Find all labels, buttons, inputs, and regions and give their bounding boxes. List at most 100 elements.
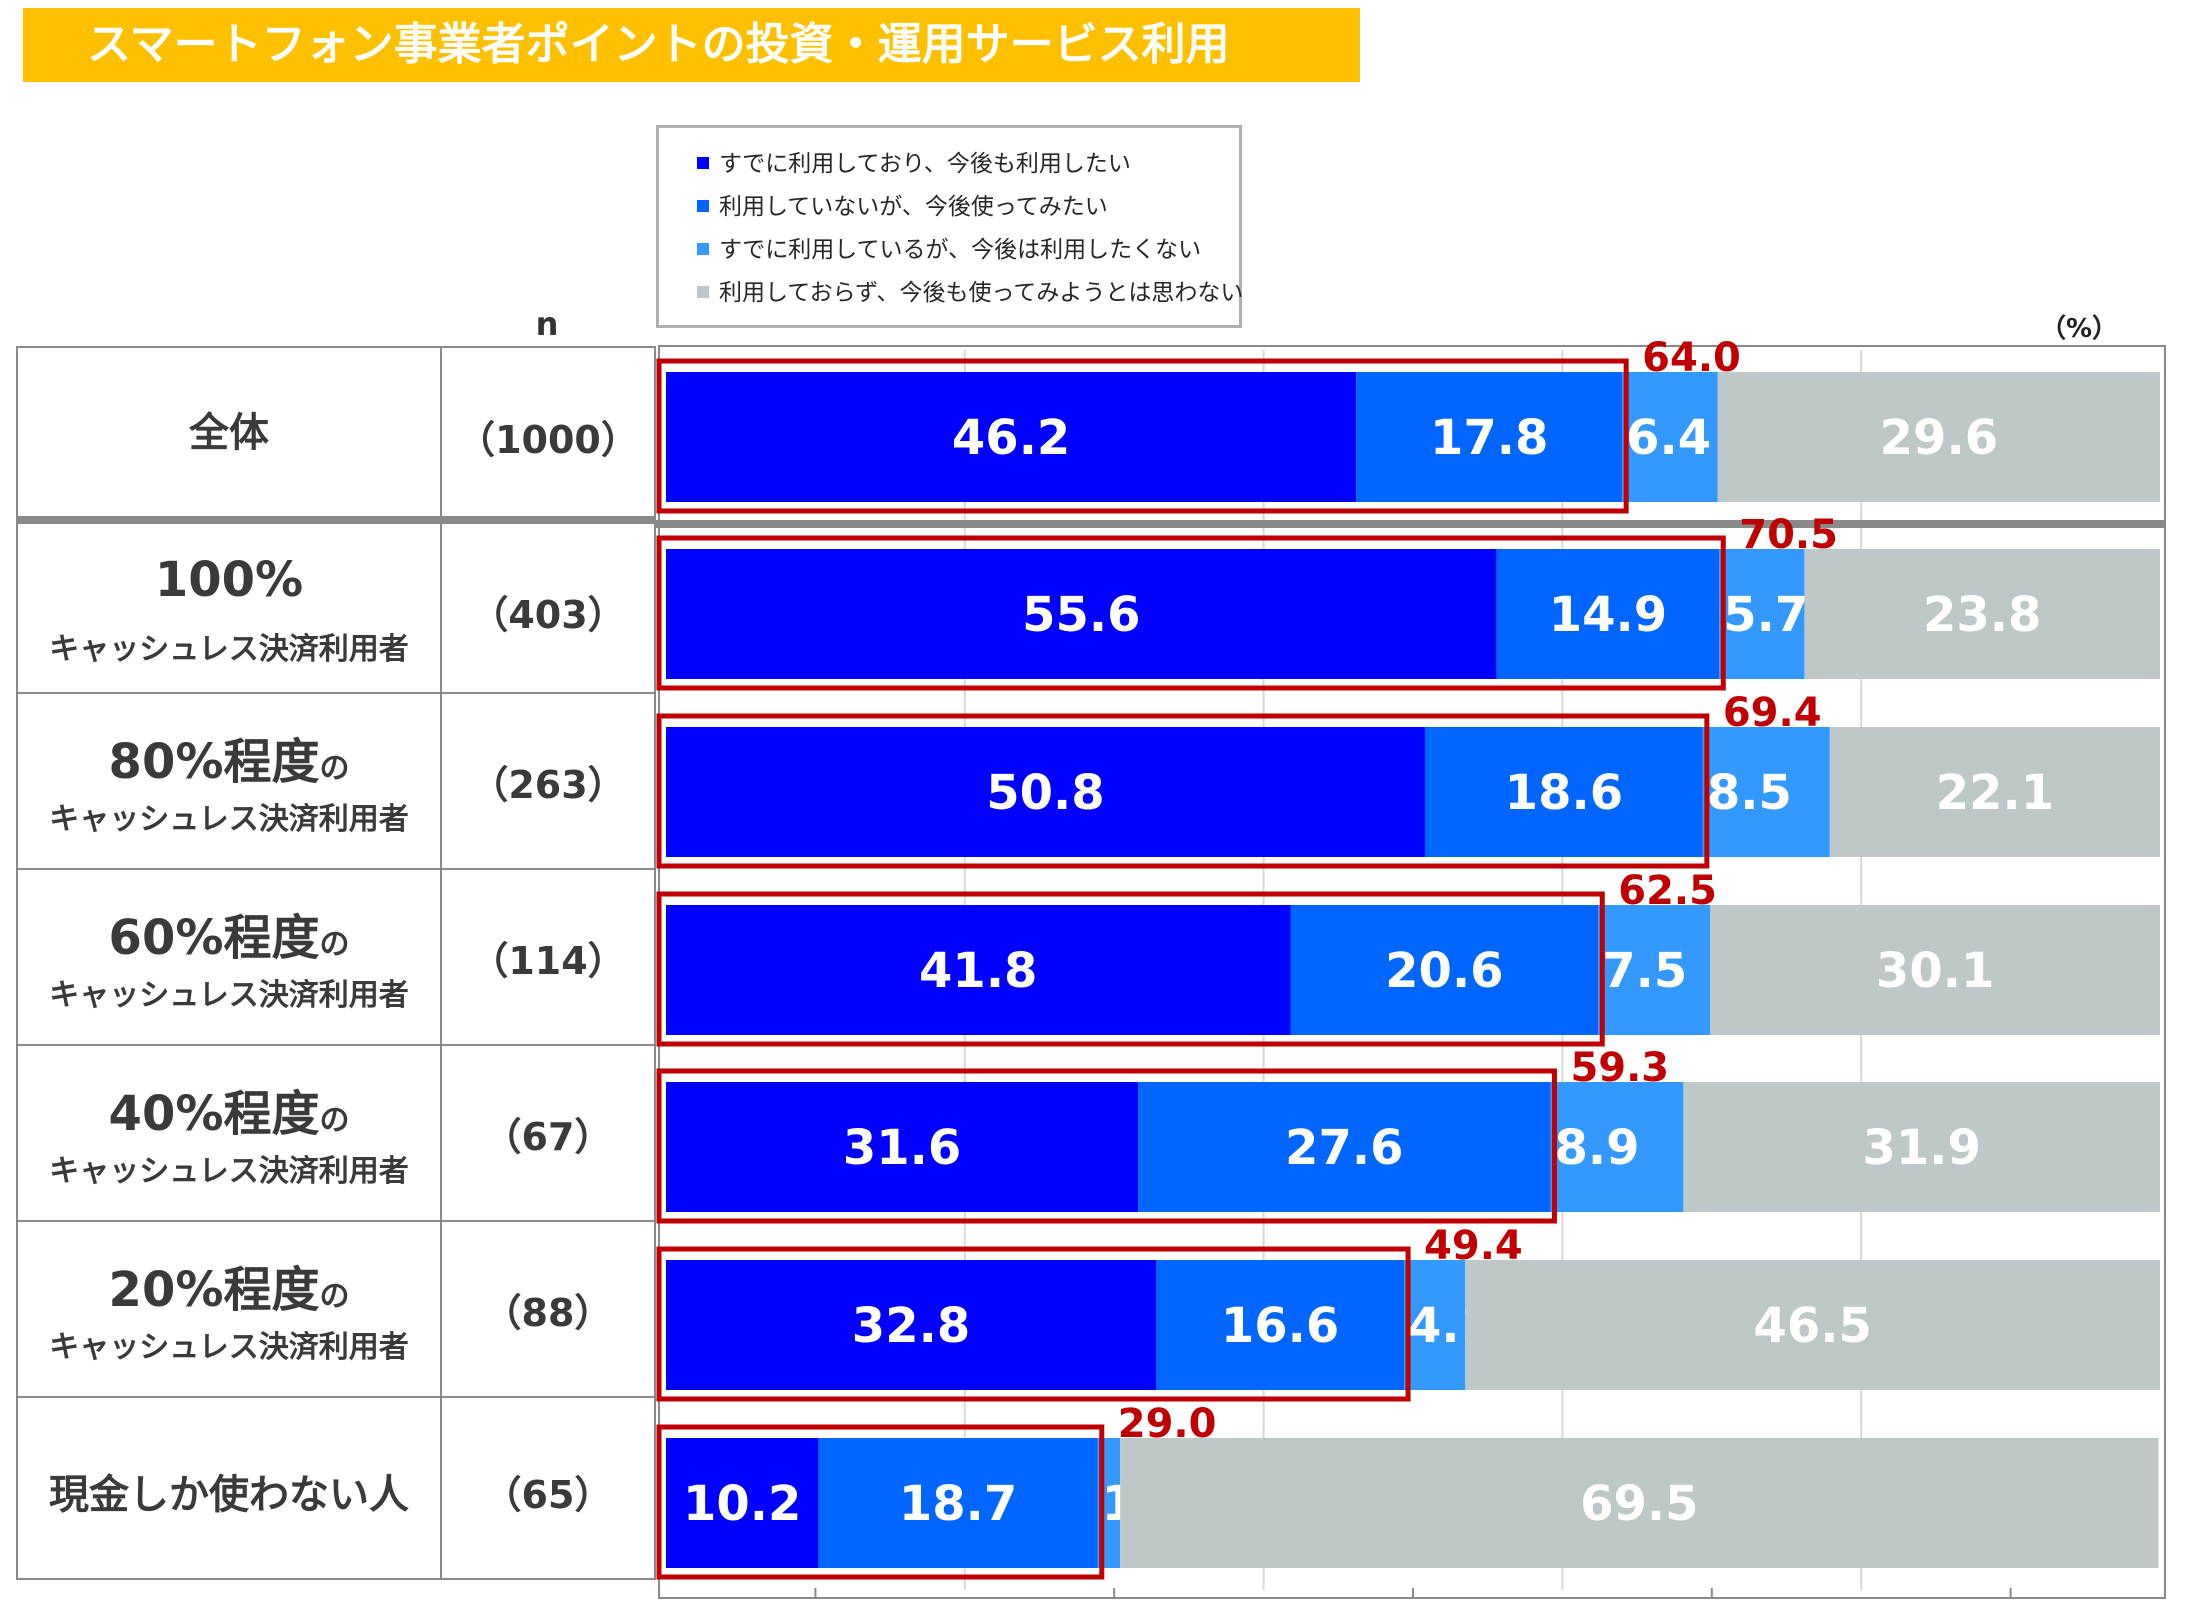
bar-label-1-0: 55.6 — [1022, 587, 1140, 643]
bar-label-3-1: 20.6 — [1385, 943, 1503, 999]
bar-0-1 — [1356, 372, 1623, 502]
row-label-main-text-3: 60%程度 — [108, 910, 320, 966]
bar-label-6-3: 69.5 — [1580, 1476, 1698, 1532]
highlight-box-0 — [656, 358, 1629, 514]
bar-3-3 — [1710, 905, 2160, 1035]
row-label-main-4: 40%程度の — [18, 1074, 440, 1144]
highlight-box-6 — [656, 1424, 1105, 1580]
bar-5-2 — [1404, 1260, 1466, 1390]
bar-label-2-0: 50.8 — [986, 765, 1104, 821]
row-n-label-3: （114） — [470, 939, 626, 983]
bar-4-0 — [666, 1082, 1139, 1212]
bar-6-0 — [666, 1438, 819, 1568]
row-label-cell-1: 100% キャッシュレス決済利用者 （403） — [18, 516, 654, 692]
highlight-box-4 — [656, 1068, 1557, 1224]
bar-6-1 — [818, 1438, 1098, 1568]
bar-label-5-0: 32.8 — [852, 1298, 970, 1354]
bar-label-6-0: 10.2 — [683, 1476, 801, 1532]
row-label-suffix-4: の — [319, 1103, 350, 1138]
legend-label-3: 利用しておらず、今後も使ってみようとは思わない — [719, 280, 1244, 306]
bar-5-1 — [1156, 1260, 1405, 1390]
bar-label-1-3: 23.8 — [1923, 587, 2041, 643]
page-title: スマートフォン事業者ポイントの投資・運用サービス利用 — [23, 8, 1360, 82]
bar-label-0-1: 17.8 — [1430, 410, 1548, 466]
bar-label-5-1: 16.6 — [1221, 1298, 1339, 1354]
bar-3-0 — [666, 905, 1291, 1035]
legend-label-0: すでに利用しており、今後も利用したい — [719, 151, 1131, 177]
bar-label-1-2: 5.7 — [1723, 587, 1808, 643]
bar-label-0-0: 46.2 — [952, 410, 1070, 466]
bar-1-2 — [1719, 549, 1805, 679]
row-label-main-text-6: 現金しか使わない人 — [49, 1472, 409, 1518]
row-label-table: 全体 （1000） 100% キャッシュレス決済利用者 （403） 80%程度の… — [16, 346, 656, 1580]
row-label-sub-1: キャッシュレス決済利用者 — [49, 632, 409, 667]
bar-label-1-1: 14.9 — [1549, 587, 1667, 643]
bar-2-2 — [1702, 727, 1830, 857]
bar-1-0 — [666, 549, 1497, 679]
row-n-label-4: （67） — [483, 1115, 613, 1159]
bar-label-0-3: 29.6 — [1880, 410, 1998, 466]
row-label-cell-3: 60%程度の キャッシュレス決済利用者 （114） — [18, 868, 654, 1044]
bar-4-3 — [1683, 1082, 2160, 1212]
bar-label-6-1: 18.7 — [899, 1476, 1017, 1532]
bar-4-1 — [1138, 1082, 1551, 1212]
bar-3-2 — [1598, 905, 1711, 1035]
row-label-sub-4: キャッシュレス決済利用者 — [49, 1154, 409, 1189]
bar-label-3-0: 41.8 — [919, 943, 1037, 999]
highlight-box-3 — [656, 891, 1605, 1047]
bar-label-2-2: 8.5 — [1707, 765, 1792, 821]
row-label-main-2: 80%程度の — [18, 722, 440, 792]
bar-2-0 — [666, 727, 1425, 857]
bar-label-0-2: 6.4 — [1626, 410, 1711, 466]
row-label-suffix-3: の — [319, 927, 350, 962]
n-column-header: n — [535, 305, 559, 343]
highlight-total-5: 49.4 — [1424, 1223, 1523, 1269]
row-label-main-text-1: 100% — [154, 552, 304, 608]
row-label-main-text-4: 40%程度 — [108, 1086, 320, 1142]
bar-5-3 — [1465, 1260, 2160, 1390]
bar-label-3-3: 30.1 — [1876, 943, 1994, 999]
legend-swatch-0 — [697, 157, 709, 169]
bar-0-3 — [1717, 372, 2160, 502]
row-label-main-0: 全体 — [18, 400, 440, 458]
highlight-box-1 — [656, 535, 1726, 691]
bar-label-2-1: 18.6 — [1505, 765, 1623, 821]
row-label-cell-5: 20%程度の キャッシュレス決済利用者 （88） — [18, 1220, 654, 1396]
bar-label-4-2: 8.9 — [1554, 1120, 1639, 1176]
bar-6-3 — [1120, 1438, 2159, 1568]
highlight-total-4: 59.3 — [1570, 1045, 1669, 1091]
bar-2-3 — [1829, 727, 2160, 857]
row-label-sub-5: キャッシュレス決済利用者 — [49, 1330, 409, 1365]
bar-4-2 — [1550, 1082, 1684, 1212]
column-divider — [440, 348, 442, 1578]
row-label-cell-6: 現金しか使わない人 （65） — [18, 1396, 654, 1578]
row-n-label-6: （65） — [483, 1473, 613, 1517]
highlight-total-0: 64.0 — [1642, 335, 1741, 381]
row-label-cell-2: 80%程度の キャッシュレス決済利用者 （263） — [18, 692, 654, 868]
row-n-label-2: （263） — [470, 763, 626, 807]
row-label-cell-0: 全体 （1000） — [18, 348, 654, 516]
highlight-total-2: 69.4 — [1723, 690, 1822, 736]
legend-swatch-1 — [697, 200, 709, 212]
row-label-main-5: 20%程度の — [18, 1250, 440, 1320]
legend-swatch-3 — [697, 286, 709, 298]
bar-3-1 — [1290, 905, 1599, 1035]
row-label-sub-2: キャッシュレス決済利用者 — [49, 802, 409, 837]
row-label-main-6: 現金しか使わない人 — [18, 1462, 440, 1520]
row-label-main-1: 100% — [18, 552, 440, 608]
row-label-main-text-0: 全体 — [189, 410, 269, 456]
row-n-label-0: （1000） — [457, 418, 639, 462]
row-label-suffix-5: の — [319, 1279, 350, 1314]
unit-label: （%） — [2040, 314, 2119, 344]
bar-1-3 — [1804, 549, 2160, 679]
chart-legend: すでに利用しており、今後も利用したい 利用していないが、今後使ってみたい すでに… — [656, 125, 1244, 328]
row-label-sub-3: キャッシュレス決済利用者 — [49, 978, 409, 1013]
highlight-total-3: 62.5 — [1618, 868, 1717, 914]
legend-label-2: すでに利用しているが、今後は利用したくない — [719, 237, 1202, 263]
bar-label-4-0: 31.6 — [843, 1120, 961, 1176]
bar-label-4-3: 31.9 — [1862, 1120, 1980, 1176]
bar-1-1 — [1496, 549, 1720, 679]
row-label-main-text-2: 80%程度 — [108, 734, 320, 790]
highlight-total-1: 70.5 — [1739, 512, 1838, 558]
